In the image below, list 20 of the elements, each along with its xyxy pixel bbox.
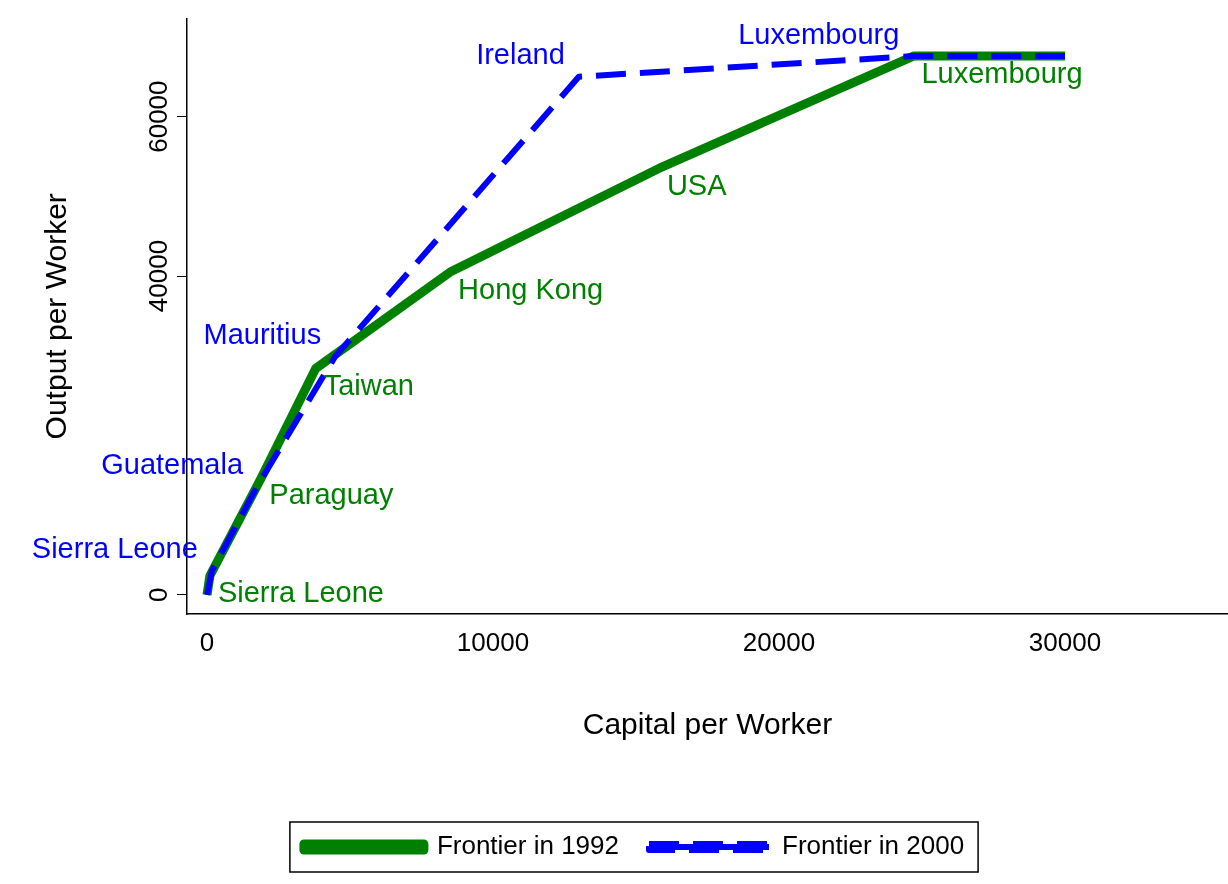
x-tick-label: 10000 <box>456 626 530 657</box>
data-label: Ireland <box>476 38 565 71</box>
x-tick-label: 20000 <box>742 626 816 657</box>
y-tick-label: 40000 <box>143 239 174 313</box>
y-axis-title: Output per Worker <box>39 193 73 440</box>
data-label: Luxembourg <box>738 17 900 50</box>
data-label: Paraguay <box>269 478 394 511</box>
x-axis-title: Capital per Worker <box>582 707 833 741</box>
x-tick-label: 0 <box>199 626 215 657</box>
y-tick-label: 0 <box>143 587 174 603</box>
data-label: Luxembourg <box>921 56 1083 89</box>
x-tick-label: 30000 <box>1028 626 1102 657</box>
legend-label: Frontier in 1992 <box>436 830 620 861</box>
data-label: Taiwan <box>323 369 414 402</box>
data-label: Hong Kong <box>458 272 604 305</box>
data-label: Sierra Leone <box>217 576 384 609</box>
y-tick-label: 60000 <box>143 80 174 153</box>
data-label: Mauritius <box>203 318 322 351</box>
legend-label: Frontier in 2000 <box>782 830 965 861</box>
data-label: USA <box>666 168 728 201</box>
